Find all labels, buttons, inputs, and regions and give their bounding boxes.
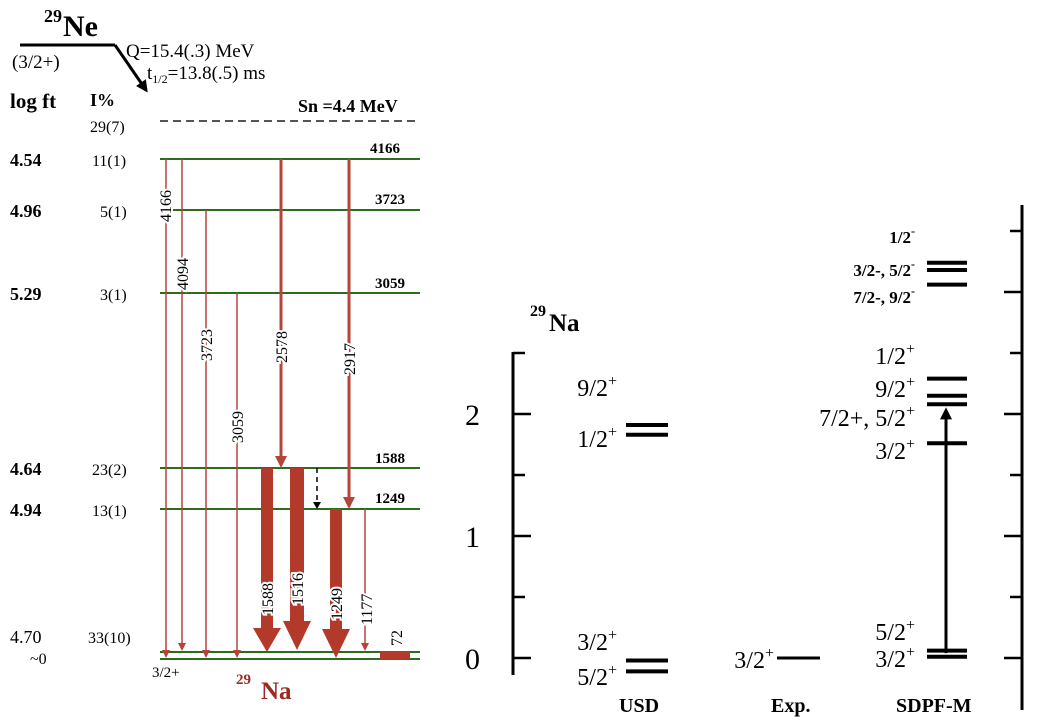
transition-label-1249: 1249 — [329, 588, 346, 620]
sdpfm-level-label: 9/2+ — [875, 374, 915, 403]
sdpfm-level-label: 7/2-, 9/2- — [853, 284, 915, 307]
transition-2917-head — [343, 497, 355, 509]
left-decay-scheme: 29 Ne (3/2+) Q=15.4(.3) MeV t1/2=13.8(.5… — [10, 6, 420, 705]
usd-level-label: 9/2+ — [577, 373, 617, 402]
right-axis-ticks — [1004, 229, 1022, 660]
sdpfm-level-group: 1/2- 3/2-, 5/2- 7/2-, 9/2- 1/2+ 9/2+7/2+, 5/… — [819, 224, 967, 673]
left-axis-ticks — [513, 351, 531, 660]
transition-1516-head — [283, 621, 311, 650]
level-energy-3723: 3723 — [375, 192, 405, 208]
transition-label-4094: 4094 — [175, 258, 192, 290]
transition-label-3059: 3059 — [230, 411, 247, 443]
level-energy-1249: 1249 — [375, 491, 405, 507]
usd-level-label: 3/2+ — [577, 627, 617, 656]
parent-symbol: Ne — [63, 10, 98, 43]
parent-mass: 29 — [44, 6, 62, 26]
intensity-4166: 11(1) — [92, 153, 126, 170]
daughter-mass: 29 — [236, 672, 251, 688]
parent-spin: (3/2+) — [12, 52, 60, 73]
column-header-logft: log ft — [10, 89, 56, 113]
transition-label-2578: 2578 — [274, 331, 291, 363]
logft-3723: 4.96 — [10, 201, 42, 221]
transition-label-1588: 1588 — [260, 583, 277, 615]
transition-1588-head — [253, 628, 281, 652]
intensity-3059: 3(1) — [100, 287, 127, 304]
exp-level-label: 3/2+ — [734, 645, 774, 674]
nucleus-mass: 29 — [530, 303, 546, 320]
sdpfm-level-label: 3/2+ — [875, 436, 915, 465]
sdpfm-level-label: 1/2+ — [875, 341, 915, 370]
column-label-usd: USD — [619, 695, 659, 717]
usd-level-label: 1/2+ — [577, 424, 617, 453]
half-life: t1/2=13.8(.5) ms — [147, 63, 265, 86]
intensity-1249: 13(1) — [92, 503, 127, 520]
transition-label-2917: 2917 — [342, 343, 359, 375]
transition-label-72: 72 — [389, 630, 406, 646]
sdpfm-level-label: 3/2+ — [875, 644, 915, 673]
usd-level-group: 9/2+ 1/2+ 3/2+ 5/2+ — [577, 373, 668, 691]
logft-1249: 4.94 — [10, 500, 42, 520]
transition-72 — [380, 651, 410, 660]
transition-2578-head — [275, 456, 287, 468]
intensity-1588: 23(2) — [92, 462, 127, 479]
column-label-sdpfm: SDPF-M — [896, 695, 972, 717]
transition-label-1177: 1177 — [359, 594, 376, 625]
level-energy-1588: 1588 — [375, 451, 405, 467]
nucleus-symbol: Na — [549, 310, 580, 337]
sn-label: Sn =4.4 MeV — [298, 96, 398, 116]
ground-state-spin: 3/2+ — [152, 665, 180, 681]
transition-label-3723: 3723 — [199, 329, 216, 361]
right-level-comparison: 29 Na 0 1 2 9/2+1/2+3/2+5/2+ 3/2+ 1/2-3/… — [465, 205, 1024, 717]
intensity-3723: 5(1) — [100, 204, 127, 221]
transition-1588 — [261, 468, 273, 630]
axis-tick-label-0: 0 — [465, 643, 480, 676]
logft-4166: 4.54 — [10, 150, 42, 170]
transition-1516 — [290, 468, 304, 623]
sdpfm-level-label: 1/2- — [889, 224, 915, 247]
column-label-exp: Exp. — [771, 695, 810, 717]
logft-3059: 5.29 — [10, 284, 42, 304]
column-header-intensity: I% — [90, 90, 115, 110]
transition-1249-head — [322, 629, 350, 658]
logft-ground: ~0 — [30, 651, 47, 668]
transition-1249 — [330, 509, 342, 631]
level-energy-4166: 4166 — [370, 141, 401, 157]
transition-label-4166: 4166 — [158, 190, 175, 222]
axis-tick-label-2: 2 — [465, 399, 480, 432]
axis-tick-label-1: 1 — [465, 521, 480, 554]
sn-intensity: 29(7) — [90, 119, 125, 136]
logft-72: 4.70 — [10, 627, 42, 647]
logft-1588: 4.64 — [10, 459, 42, 479]
level-energy-3059: 3059 — [375, 276, 405, 292]
sdpfm-level-label: 5/2+ — [875, 617, 915, 646]
sdpfm-level-label: 3/2-, 5/2- — [853, 257, 915, 280]
q-value: Q=15.4(.3) MeV — [126, 41, 255, 62]
transition-label-1516: 1516 — [290, 573, 307, 605]
exp-level-group: 3/2+ — [734, 645, 820, 674]
transition-339-head — [313, 502, 321, 509]
daughter-symbol: Na — [261, 678, 292, 705]
usd-level-label: 5/2+ — [577, 662, 617, 691]
sdpfm-level-label: 7/2+, 5/2+ — [819, 403, 915, 432]
intensity-72: 33(10) — [88, 630, 131, 647]
beta-decay-arrow — [113, 44, 148, 93]
